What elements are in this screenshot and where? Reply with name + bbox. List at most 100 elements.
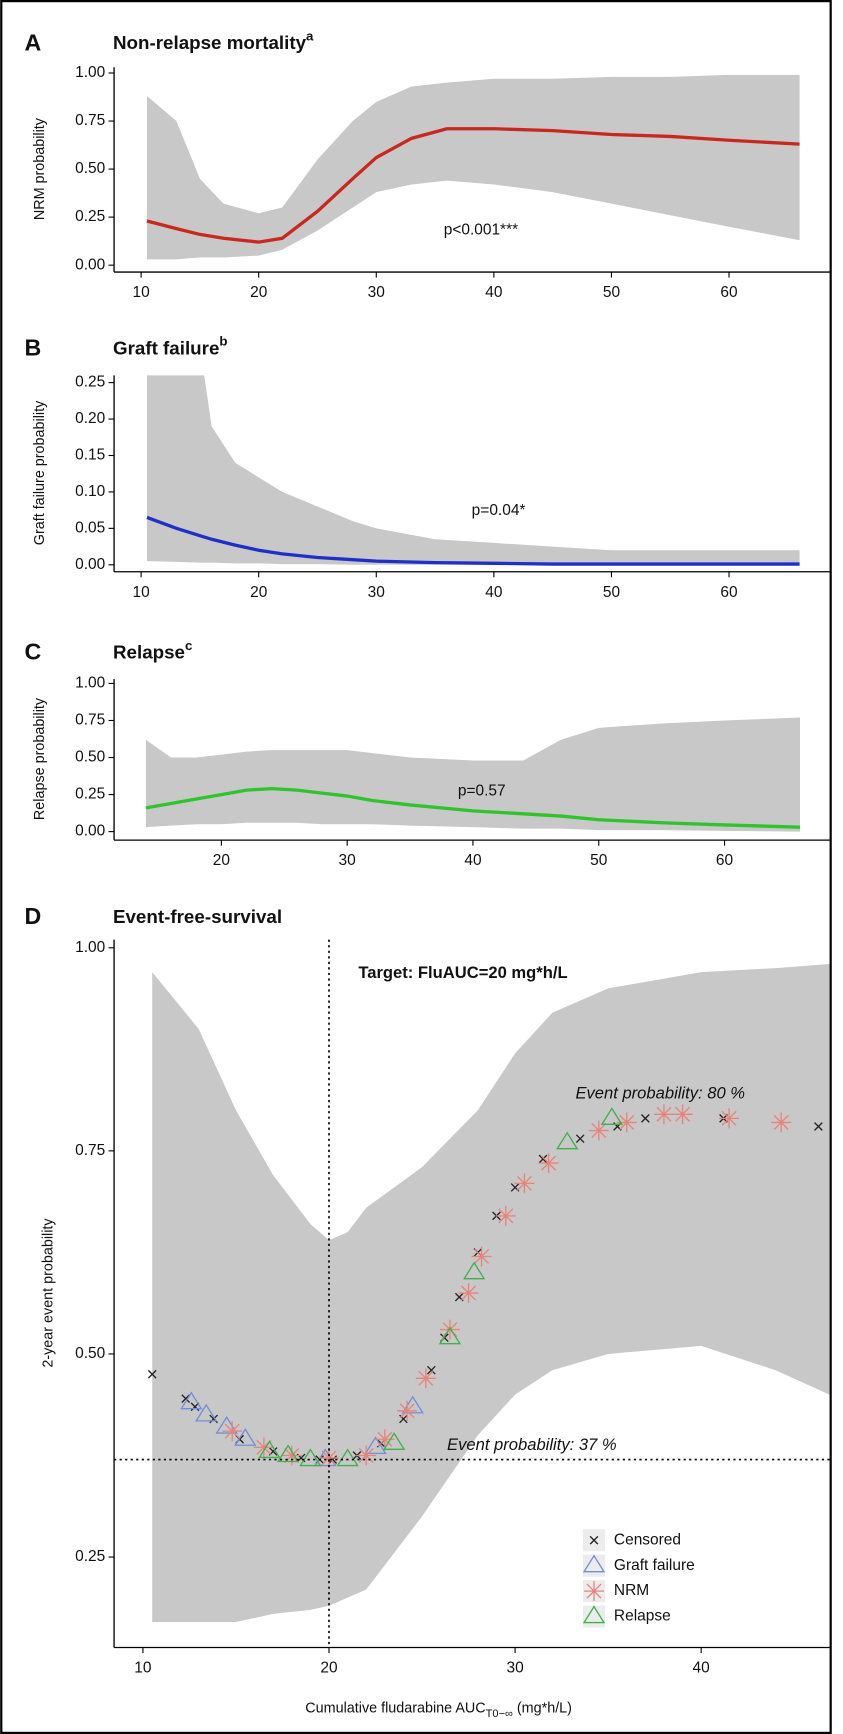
legend-label: NRM [614, 1582, 649, 1599]
marker-shape [234, 1428, 257, 1446]
y-tick-label: 0.00 [75, 823, 105, 840]
y-tick-label: 0.25 [75, 1548, 105, 1565]
y-axis-label: 2-year event probability [41, 1218, 57, 1368]
marker-shape [180, 1391, 203, 1410]
x-tick-label: 20 [250, 584, 267, 601]
marker [814, 1122, 823, 1131]
marker [582, 1605, 606, 1624]
marker [458, 1283, 479, 1303]
marker [195, 1403, 218, 1422]
x-tick-label: 60 [720, 284, 737, 301]
marker [471, 1246, 492, 1267]
marker-stroke [510, 1183, 520, 1192]
marker-shape [195, 1403, 218, 1422]
x-tick-label: 10 [133, 284, 150, 301]
confidence-band [145, 717, 801, 832]
plot-area [146, 74, 800, 260]
marker-stroke [591, 1123, 607, 1139]
panel-title: Event-free-survival [113, 906, 282, 927]
x-tick-label: 10 [134, 1660, 151, 1677]
marker [556, 1131, 579, 1150]
marker [588, 1120, 609, 1141]
y-tick-label: 0.25 [75, 374, 105, 391]
y-tick-label: 0.05 [75, 519, 105, 536]
legend-label: Relapse [614, 1608, 671, 1625]
marker-stroke [454, 1292, 464, 1302]
title-superscript: c [185, 637, 192, 652]
annotation: Event probability: 37 % [447, 1435, 617, 1454]
legend-key [582, 1554, 606, 1577]
marker-stroke [721, 1110, 737, 1126]
marker [190, 1402, 200, 1412]
x-tick-label: 30 [506, 1660, 523, 1677]
marker-stroke [474, 1248, 490, 1264]
marker [281, 1445, 302, 1466]
confidence-band [146, 74, 800, 260]
marker-shape [600, 1107, 623, 1126]
marker [514, 1173, 535, 1194]
marker-stroke [328, 1455, 338, 1464]
y-tick-label: 1.00 [75, 675, 105, 692]
plot-area [147, 964, 830, 1623]
marker-stroke [358, 1448, 374, 1464]
marker-stroke [399, 1403, 415, 1419]
marker [653, 1104, 674, 1125]
x-tick-label: 30 [368, 284, 385, 301]
marker [299, 1448, 322, 1467]
y-axis-label: Relapse probability [32, 697, 48, 820]
x-tick-label: 60 [716, 852, 733, 869]
marker [181, 1394, 191, 1403]
title-text: Non-relapse mortality [113, 32, 307, 53]
marker [589, 1535, 599, 1545]
x-tick-label: 10 [133, 584, 150, 601]
marker-stroke [190, 1402, 200, 1412]
marker [584, 1581, 604, 1602]
annotation: p<0.001*** [444, 222, 518, 239]
x-tick-label: 20 [320, 1660, 337, 1677]
plot-area [145, 717, 801, 832]
marker-stroke [619, 1114, 635, 1130]
marker-stroke [575, 1134, 585, 1144]
marker [538, 1153, 559, 1174]
y-tick-label: 0.50 [75, 160, 105, 177]
x-axis-label-unit: (mg*h/L) [513, 1700, 572, 1716]
marker [319, 1447, 339, 1468]
confidence-band [152, 964, 830, 1623]
x-tick-label: 50 [603, 584, 620, 601]
panel-title: Relapsec [113, 637, 192, 662]
y-tick-label: 0.20 [75, 410, 105, 427]
marker-shape [582, 1554, 606, 1573]
marker-stroke [181, 1394, 191, 1403]
y-tick-label: 0.25 [75, 208, 105, 225]
panel-label: D [24, 903, 41, 929]
marker [234, 1428, 257, 1446]
marker [582, 1554, 606, 1573]
annotation: Target: FluAUC=20 mg*h/L [358, 963, 567, 982]
y-tick-label: 0.50 [75, 749, 105, 766]
legend-label: Censored [614, 1531, 681, 1548]
marker-stroke [418, 1370, 434, 1386]
confidence-band [146, 375, 800, 565]
marker-stroke [498, 1208, 514, 1224]
marker [415, 1368, 436, 1389]
marker [147, 1369, 157, 1379]
y-axis-label: Graft failure probability [32, 400, 48, 545]
y-tick-label: 0.75 [75, 1142, 105, 1159]
marker [222, 1421, 243, 1442]
marker [258, 1440, 281, 1459]
y-tick-label: 0.50 [75, 1345, 105, 1362]
x-tick-label: 20 [250, 284, 267, 301]
y-tick-label: 0.25 [75, 786, 105, 803]
line [146, 515, 800, 566]
x-tick-label: 40 [485, 284, 502, 301]
marker [336, 1448, 359, 1467]
marker-shape [582, 1605, 606, 1624]
marker [672, 1104, 693, 1125]
marker-stroke [538, 1154, 548, 1164]
marker-shape [299, 1448, 322, 1467]
marker-stroke [399, 1414, 408, 1424]
marker-shape [276, 1444, 300, 1463]
x-tick-label: 30 [339, 852, 356, 869]
marker [364, 1436, 387, 1455]
